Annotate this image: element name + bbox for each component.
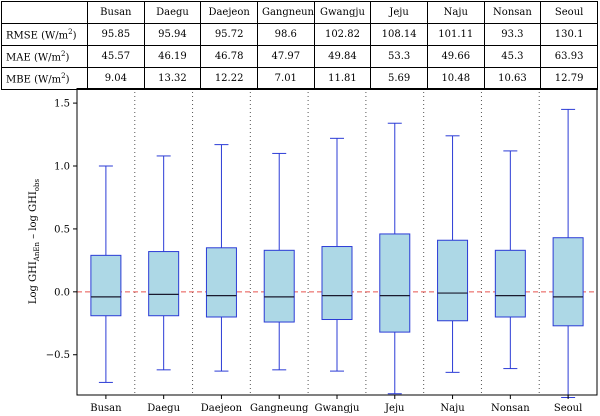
- stats-cell: 108.14: [370, 23, 428, 46]
- stats-row-label: MAE (W/m2): [1, 45, 88, 68]
- stats-column-header: Naju: [426, 1, 485, 24]
- box-iqr: [321, 246, 353, 321]
- boxplot-chart: −0.5 0.0 0.5 1.0 1.5 Busan Daegu Daejeon Gangneu…: [28, 88, 598, 414]
- y-axis-label-subscript: obs: [33, 178, 41, 191]
- box-iqr: [379, 233, 411, 333]
- stats-cell: 95.85: [87, 23, 145, 46]
- stats-column-header: Daegu: [143, 1, 202, 24]
- x-tick-label: Gangneung: [250, 403, 309, 414]
- y-axis-label-part: – log GHI: [28, 191, 39, 242]
- stats-cell: 63.93: [540, 45, 598, 68]
- stats-cell: 7.01: [256, 67, 315, 90]
- x-tick-label: Busan: [90, 403, 122, 414]
- y-tick-label: 1.5: [54, 99, 70, 110]
- y-tick-label: −0.5: [46, 350, 70, 361]
- row-label-text: MBE (W/m: [6, 74, 62, 86]
- stats-cell: 46.78: [200, 45, 258, 68]
- row-label-close: ): [65, 74, 70, 86]
- stats-cell: 46.19: [143, 45, 202, 68]
- stats-row: RMSE (W/m2) 95.85 95.94 95.72 98.6 102.82 108.…: [1, 23, 598, 46]
- stats-cell: 98.6: [256, 23, 315, 46]
- x-tick-label: Naju: [440, 403, 465, 414]
- stats-column-header: Nonsan: [483, 1, 542, 24]
- stats-cell: 49.66: [426, 45, 485, 68]
- stats-column-header: Jeju: [370, 1, 428, 24]
- row-label-text: RMSE (W/m: [6, 30, 69, 42]
- box-iqr: [437, 239, 469, 322]
- stats-column-header: Busan: [87, 1, 145, 24]
- stats-cell: 49.84: [313, 45, 372, 68]
- x-tick-label: Seoul: [554, 403, 582, 414]
- stats-cell: 95.94: [143, 23, 202, 46]
- y-tick-label: 0.5: [54, 224, 70, 235]
- stats-cell: 53.3: [370, 45, 428, 68]
- stats-cell: 13.32: [143, 67, 202, 90]
- stats-cell: 12.22: [200, 67, 258, 90]
- stats-cell: 10.48: [426, 67, 485, 90]
- row-label-superscript: 2: [60, 49, 66, 58]
- stats-cell: 101.11: [426, 23, 485, 46]
- box-iqr: [552, 237, 584, 327]
- stats-cell: 130.1: [540, 23, 598, 46]
- x-tick-label: Gwangju: [315, 403, 360, 414]
- stats-cell: 45.3: [483, 45, 542, 68]
- stats-row: MAE (W/m2) 45.57 46.19 46.78 47.97 49.84 53.3 4…: [1, 45, 598, 68]
- stats-column-header: Daejeon: [200, 1, 258, 24]
- y-axis-label: Log GHIAnEn – log GHIobs: [28, 178, 41, 304]
- stats-row-label: RMSE (W/m2): [1, 23, 88, 46]
- stats-cell: 93.3: [483, 23, 542, 46]
- stats-column-header: Gangneung: [256, 1, 315, 24]
- x-tick-label: Daegu: [147, 403, 180, 414]
- stats-corner-cell: [1, 1, 88, 24]
- stats-row: MBE (W/m2) 9.04 13.32 12.22 7.01 11.81 5.69 10.…: [1, 67, 598, 90]
- stats-header-row: BusanDaeguDaejeonGangneungGwangjuJejuNaj…: [1, 1, 598, 24]
- box-iqr: [90, 254, 122, 317]
- y-tick-label: 0.0: [54, 287, 70, 298]
- box-iqr: [263, 249, 295, 323]
- box-iqr: [494, 249, 526, 318]
- y-axis-label-subscript: AnEn: [33, 242, 41, 263]
- stats-column-header: Gwangju: [313, 1, 372, 24]
- box-iqr: [148, 251, 180, 317]
- row-label-close: ): [65, 52, 70, 64]
- y-axis-label-part: Log GHI: [28, 261, 39, 304]
- stats-cell: 45.57: [87, 45, 145, 68]
- stats-cell: 47.97: [256, 45, 315, 68]
- y-tick-label: 1.0: [54, 162, 70, 173]
- stats-cell: 95.72: [200, 23, 258, 46]
- row-label-superscript: 2: [68, 27, 73, 36]
- stats-row-label: MBE (W/m2): [1, 67, 88, 90]
- stats-cell: 10.63: [483, 67, 542, 90]
- x-tick-label: Daejeon: [201, 403, 243, 414]
- stats-table: BusanDaeguDaejeonGangneungGwangjuJejuNaj…: [1, 1, 598, 90]
- stats-cell: 5.69: [370, 67, 428, 90]
- stats-cell: 12.79: [540, 67, 598, 90]
- box-iqr: [205, 247, 237, 318]
- row-label-close: ): [72, 30, 77, 42]
- row-label-text: MAE (W/m: [6, 52, 61, 64]
- stats-cell: 11.81: [313, 67, 372, 90]
- stats-column-header: Seoul: [540, 1, 598, 24]
- x-tick-label: Jeju: [384, 403, 405, 414]
- x-tick-label: Nonsan: [491, 403, 530, 414]
- row-label-superscript: 2: [61, 71, 66, 80]
- stats-cell: 9.04: [87, 67, 145, 90]
- stats-cell: 102.82: [313, 23, 372, 46]
